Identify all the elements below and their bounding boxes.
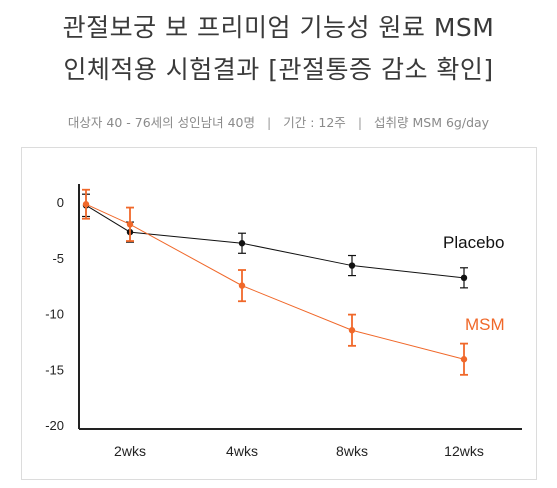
- data-point: [348, 262, 356, 269]
- x-tick-label: 4wks: [226, 443, 258, 459]
- series-label-placebo: Placebo: [443, 233, 504, 252]
- series-line-msm: [85, 203, 465, 360]
- data-point: [460, 274, 468, 282]
- page-title-line2: 인체적용 시험결과 [관절통증 감소 확인]: [63, 55, 494, 84]
- data-point: [238, 240, 246, 247]
- data-point: [460, 356, 468, 363]
- y-tick-label: -20: [45, 418, 64, 433]
- series-label-msm: MSM: [465, 315, 505, 334]
- data-point: [348, 327, 356, 334]
- study-info: 대상자 40 - 76세의 성인남녀 40명 | 기간 : 12주 | 섭취량 MSM …: [0, 112, 557, 131]
- pain-reduction-chart: 0 -5 -10 -15 -20 2wks 4wks 8wks 12wks Placebo MSM: [45, 184, 522, 459]
- data-point: [126, 221, 134, 228]
- study-period: 기간 : 12주: [283, 115, 346, 130]
- x-tick-label: 12wks: [444, 443, 484, 459]
- series-line-placebo: [85, 204, 465, 279]
- data-point: [238, 282, 246, 289]
- data-point: [82, 201, 90, 208]
- chart-panel: 0 -5 -10 -15 -20 2wks 4wks 8wks 12wks Placebo MSM: [21, 147, 537, 480]
- y-tick-label: -15: [45, 362, 64, 377]
- y-tick-label: -5: [52, 251, 64, 266]
- y-tick-label: -10: [45, 307, 64, 322]
- x-tick-label: 8wks: [336, 443, 368, 459]
- page-title-line1: 관절보궁 보 프리미엄 기능성 원료 MSM: [62, 13, 495, 42]
- study-intake: 섭취량 MSM 6g/day: [374, 115, 490, 130]
- separator: |: [267, 115, 272, 130]
- x-tick-label: 2wks: [114, 443, 146, 459]
- y-tick-label: 0: [57, 195, 64, 210]
- study-subjects: 대상자 40 - 76세의 성인남녀 40명: [67, 115, 256, 130]
- separator: |: [357, 115, 363, 130]
